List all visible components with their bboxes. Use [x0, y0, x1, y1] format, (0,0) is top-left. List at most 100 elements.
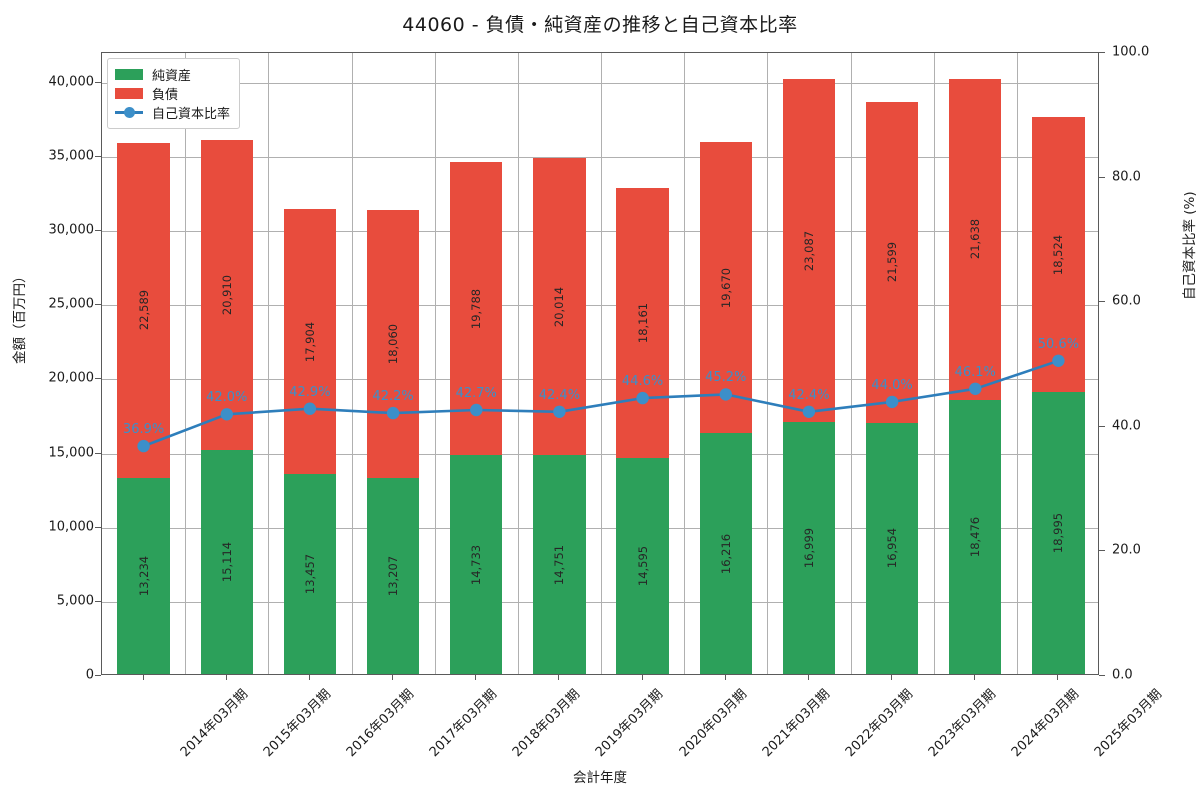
bar-group[interactable]: 16,216 19,670 — [699, 51, 752, 674]
y-axis-tick-left: 15,000 — [48, 445, 95, 460]
bar-group[interactable]: 13,207 18,060 — [366, 51, 420, 674]
legend-label-equity: 純資産 — [152, 69, 192, 84]
y-axis-label-left: 金額（百万円） — [12, 269, 28, 365]
bar-group[interactable]: 18,476 21,638 — [949, 51, 1002, 674]
bar-segment-equity[interactable]: 15,114 — [200, 449, 253, 674]
y-axis-tick-left: 0 — [85, 667, 94, 683]
x-axis-tick-mark — [558, 675, 560, 680]
bar-value-label-equity: 14,595 — [635, 545, 650, 586]
legend-marker-equity-ratio — [115, 107, 143, 118]
bar-segment-equity[interactable]: 16,216 — [699, 433, 752, 674]
x-axis-tick-label: 2024年03月期 — [1009, 686, 1083, 761]
bar-segment-liabilities[interactable]: 20,014 — [533, 158, 586, 456]
bar-segment-equity[interactable]: 16,954 — [865, 422, 919, 674]
gridline-horizontal — [102, 527, 1098, 529]
gridline-vertical — [518, 53, 519, 674]
y-axis-tick-right: 40.0 — [1112, 418, 1141, 434]
bar-segment-liabilities[interactable]: 17,904 — [283, 208, 337, 475]
x-axis-tick-mark — [225, 675, 227, 680]
x-axis-tick-label: 2025年03月期 — [1092, 686, 1166, 761]
y-axis-tick-mark-left — [95, 378, 101, 380]
y-axis-label-right: 自己資本比率 (%) — [1182, 191, 1198, 300]
bar-segment-liabilities[interactable]: 18,161 — [616, 188, 669, 458]
bar-segment-equity[interactable]: 13,234 — [117, 477, 170, 674]
ratio-value-label: 42.4% — [788, 387, 830, 403]
bar-value-label-liabilities: 23,087 — [801, 230, 816, 271]
y-axis-tick-mark-right — [1099, 675, 1105, 676]
bar-segment-equity[interactable]: 18,476 — [949, 399, 1002, 674]
bar-group[interactable]: 16,999 23,087 — [782, 51, 836, 674]
bar-segment-liabilities[interactable]: 18,524 — [1032, 117, 1085, 393]
bar-value-label-liabilities: 21,599 — [885, 242, 900, 283]
gridline-horizontal — [102, 231, 1098, 232]
x-axis-tick-mark — [1057, 675, 1059, 680]
y-axis-tick-mark-right — [1099, 52, 1105, 53]
y-axis-tick-right: 80.0 — [1112, 169, 1141, 185]
x-axis-tick-label: 2021年03月期 — [759, 686, 833, 761]
bar-segment-equity[interactable]: 18,995 — [1032, 392, 1085, 674]
bar-group[interactable]: 16,954 21,599 — [865, 51, 919, 674]
x-axis-tick-label: 2022年03月期 — [842, 686, 916, 761]
gridline-horizontal — [102, 601, 1098, 603]
bar-group[interactable]: 14,595 18,161 — [616, 51, 669, 674]
y-axis-tick-left: 35,000 — [48, 148, 95, 164]
ratio-value-label: 46.1% — [954, 364, 996, 380]
y-axis-tick-mark-left — [95, 526, 101, 528]
ratio-value-label: 42.9% — [289, 384, 331, 400]
bar-segment-liabilities[interactable]: 18,060 — [366, 210, 420, 479]
y-axis-tick-mark-left — [95, 675, 101, 676]
bar-value-label-liabilities: 21,638 — [968, 219, 983, 260]
y-axis-tick-right: 0.0 — [1112, 667, 1133, 683]
ratio-value-label: 50.6% — [1037, 336, 1080, 352]
gridline-vertical — [601, 53, 602, 674]
x-axis-tick-mark — [475, 675, 477, 680]
bar-group[interactable]: 13,234 22,589 — [117, 51, 170, 674]
bar-segment-liabilities[interactable]: 21,599 — [865, 102, 919, 423]
gridline-vertical — [851, 53, 852, 674]
gridline-vertical — [185, 53, 186, 674]
y-axis-tick-left: 40,000 — [48, 74, 95, 90]
x-axis-tick-label: 2016年03月期 — [343, 686, 417, 761]
bar-group[interactable]: 18,995 18,524 — [1032, 51, 1085, 674]
ratio-value-label: 44.6% — [621, 374, 664, 390]
bar-group[interactable]: 13,457 17,904 — [283, 51, 337, 674]
y-axis-tick-mark-left — [95, 600, 101, 602]
bar-segment-equity[interactable]: 13,207 — [366, 478, 420, 674]
bar-value-label-liabilities: 20,014 — [552, 286, 567, 327]
bar-value-label-equity: 13,234 — [136, 555, 151, 596]
x-axis-tick-mark — [724, 675, 726, 680]
y-axis-tick-mark-right — [1099, 176, 1105, 178]
bar-value-label-equity: 16,999 — [801, 527, 816, 569]
y-axis-tick-mark-left — [95, 452, 101, 454]
bar-value-label-liabilities: 18,060 — [386, 324, 401, 365]
bar-value-label-liabilities: 18,161 — [635, 302, 650, 343]
bar-group[interactable]: 14,751 20,014 — [533, 51, 586, 674]
bar-segment-equity[interactable]: 14,733 — [450, 455, 503, 674]
bar-value-label-equity: 14,751 — [552, 544, 567, 585]
bar-segment-equity[interactable]: 14,595 — [616, 457, 669, 674]
legend-label-liabilities: 負債 — [152, 88, 179, 103]
ratio-value-label: 42.4% — [538, 387, 581, 403]
bar-value-label-liabilities: 18,524 — [1051, 234, 1066, 275]
x-axis-tick-label: 2018年03月期 — [510, 686, 584, 761]
bar-value-label-liabilities: 19,788 — [469, 288, 484, 329]
bar-segment-liabilities[interactable]: 21,638 — [949, 79, 1002, 400]
bar-group[interactable]: 14,733 19,788 — [450, 51, 503, 674]
bar-segment-equity[interactable]: 16,999 — [782, 421, 836, 674]
bar-segment-liabilities[interactable]: 23,087 — [782, 79, 836, 422]
bar-segment-equity[interactable]: 14,751 — [533, 455, 586, 674]
y-axis-tick-mark-left — [95, 304, 101, 306]
bar-segment-liabilities[interactable]: 19,670 — [699, 141, 752, 434]
chart-legend: 純資産 負債 自己資本比率 — [107, 58, 241, 129]
gridline-horizontal — [102, 156, 1098, 158]
y-axis-tick-mark-left — [95, 81, 101, 83]
y-axis-tick-right: 20.0 — [1112, 542, 1141, 558]
bar-value-label-equity: 13,457 — [302, 554, 317, 595]
bar-segment-liabilities[interactable]: 19,788 — [450, 161, 503, 456]
bar-segment-equity[interactable]: 13,457 — [283, 474, 337, 674]
gridline-vertical — [435, 53, 436, 674]
bar-group[interactable]: 15,114 20,910 — [200, 51, 253, 674]
x-axis-tick-mark — [392, 675, 394, 680]
x-axis-tick-label: 2015年03月期 — [260, 686, 334, 761]
